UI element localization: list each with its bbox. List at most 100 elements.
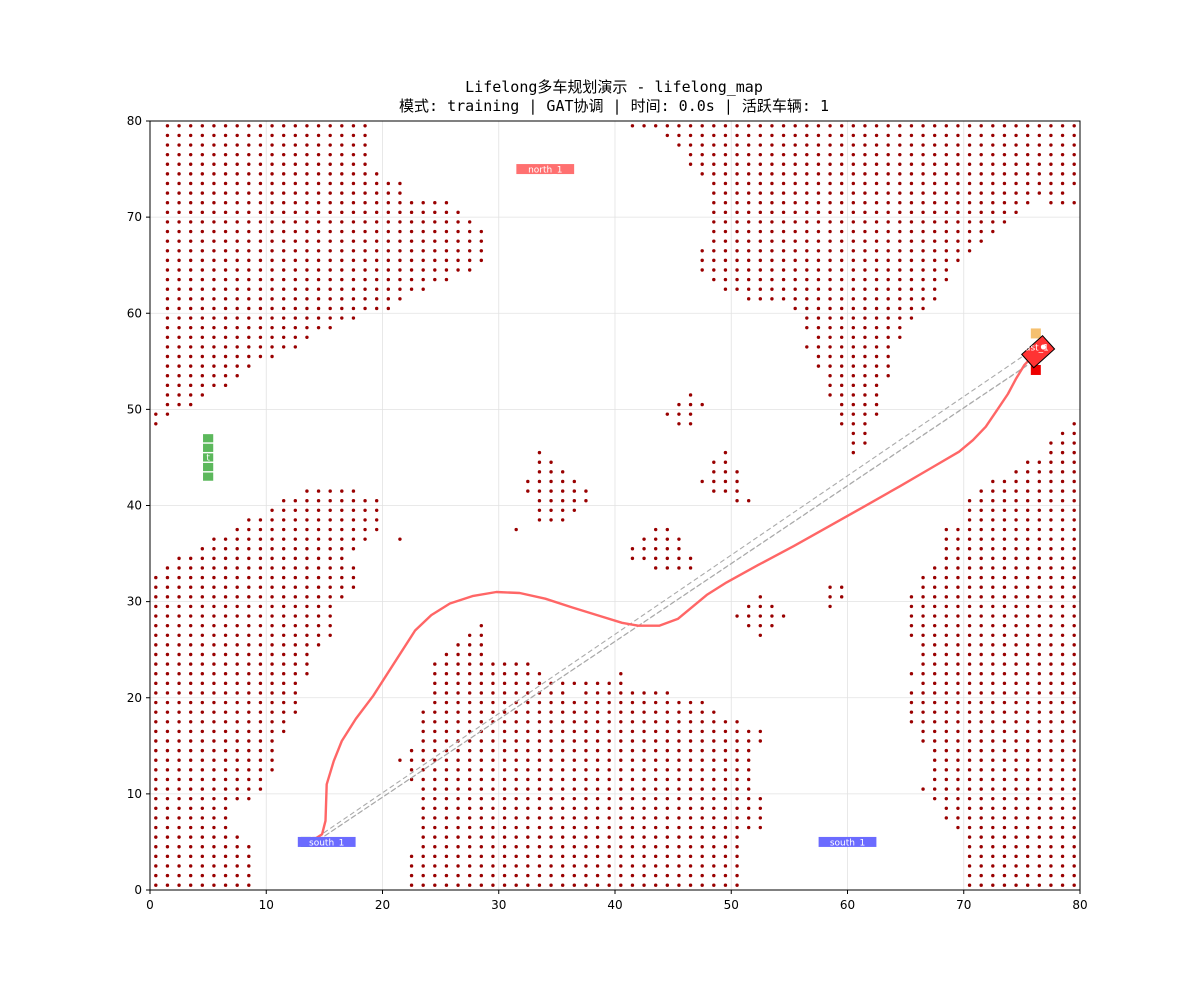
obstacle-point [1060,864,1065,868]
obstacle-point [851,287,856,291]
obstacle-point [979,825,983,830]
marker [1030,364,1041,375]
obstacle-point [258,306,263,311]
obstacle-point [944,210,949,215]
obstacle-point [223,249,228,253]
obstacle-point [851,441,856,445]
obstacle-point [700,249,704,253]
obstacle-point [723,258,728,263]
obstacle-point [247,845,251,849]
obstacle-point [1002,816,1007,820]
obstacle-point [467,748,472,753]
obstacle-point [886,258,890,263]
obstacle-point [305,614,309,618]
obstacle-point [409,268,414,272]
obstacle-point [665,566,670,570]
obstacle-point [479,758,484,762]
obstacle-point [526,883,530,887]
obstacle-point [526,700,530,705]
obstacle-point [909,633,914,637]
obstacle-point [712,258,716,263]
obstacle-point [1072,873,1076,878]
obstacle-point [526,864,530,868]
obstacle-point [177,152,181,157]
obstacle-point [758,181,763,186]
obstacle-point [770,297,774,301]
obstacle-point [979,633,983,637]
obstacle-point [619,873,623,878]
obstacle-point [340,133,344,138]
obstacle-point [677,556,681,561]
obstacle-point [607,873,611,878]
obstacle-point [874,162,879,166]
obstacle-point [491,777,495,782]
obstacle-point [688,133,693,138]
obstacle-point [816,201,821,205]
y-tick-label: 50 [127,402,142,416]
obstacle-point [688,787,693,791]
obstacle-point [932,201,937,205]
obstacle-point [956,672,960,676]
obstacle-point [572,777,577,782]
obstacle-point [1049,172,1053,176]
obstacle-point [921,643,925,647]
obstacle-point [793,191,797,195]
obstacle-point [281,585,286,589]
obstacle-point [921,787,925,791]
obstacle-point [398,537,402,541]
obstacle-point [188,354,193,359]
obstacle-point [781,258,786,263]
obstacle-point [746,287,751,291]
obstacle-point [247,354,251,359]
obstacle-point [874,306,879,311]
obstacle-point [921,172,925,176]
obstacle-point [770,143,774,147]
obstacle-point [619,864,623,868]
obstacle-point [305,325,309,330]
obstacle-point [746,210,751,215]
obstacle-point [281,662,286,666]
obstacle-point [944,768,949,772]
obstacle-point [188,143,193,147]
obstacle-point [293,623,298,628]
obstacle-point [1014,739,1018,743]
obstacle-point [584,816,588,820]
obstacle-point [781,181,786,186]
obstacle-point [665,864,670,868]
obstacle-point [572,748,577,753]
obstacle-point [967,191,972,195]
obstacle-point [630,825,635,830]
obstacle-point [247,143,251,147]
obstacle-point [677,133,681,138]
obstacle-point [223,787,228,791]
obstacle-point [956,691,960,695]
obstacle-point [781,152,786,157]
obstacle-point [223,316,228,320]
obstacle-point [1025,873,1030,878]
obstacle-point [863,124,867,128]
obstacle-point [735,806,739,810]
obstacle-point [235,354,239,359]
obstacle-point [1002,489,1007,493]
obstacle-point [235,181,239,186]
obstacle-point [619,700,623,705]
obstacle-point [177,181,181,186]
obstacle-point [1049,825,1053,830]
obstacle-point [200,796,205,801]
obstacle-point [258,652,263,657]
obstacle-point [212,354,216,359]
obstacle-point [898,277,902,282]
obstacle-point [793,124,797,128]
obstacle-point [258,662,263,666]
obstacle-point [293,498,298,503]
obstacle-point [293,258,298,263]
obstacle-point [921,729,925,734]
obstacle-point [421,787,425,791]
obstacle-point [712,489,716,493]
obstacle-point [653,739,658,743]
obstacle-point [235,547,239,551]
obstacle-point [584,700,588,705]
obstacle-point [1002,595,1007,599]
obstacle-point [665,537,670,541]
obstacle-point [1002,681,1007,686]
